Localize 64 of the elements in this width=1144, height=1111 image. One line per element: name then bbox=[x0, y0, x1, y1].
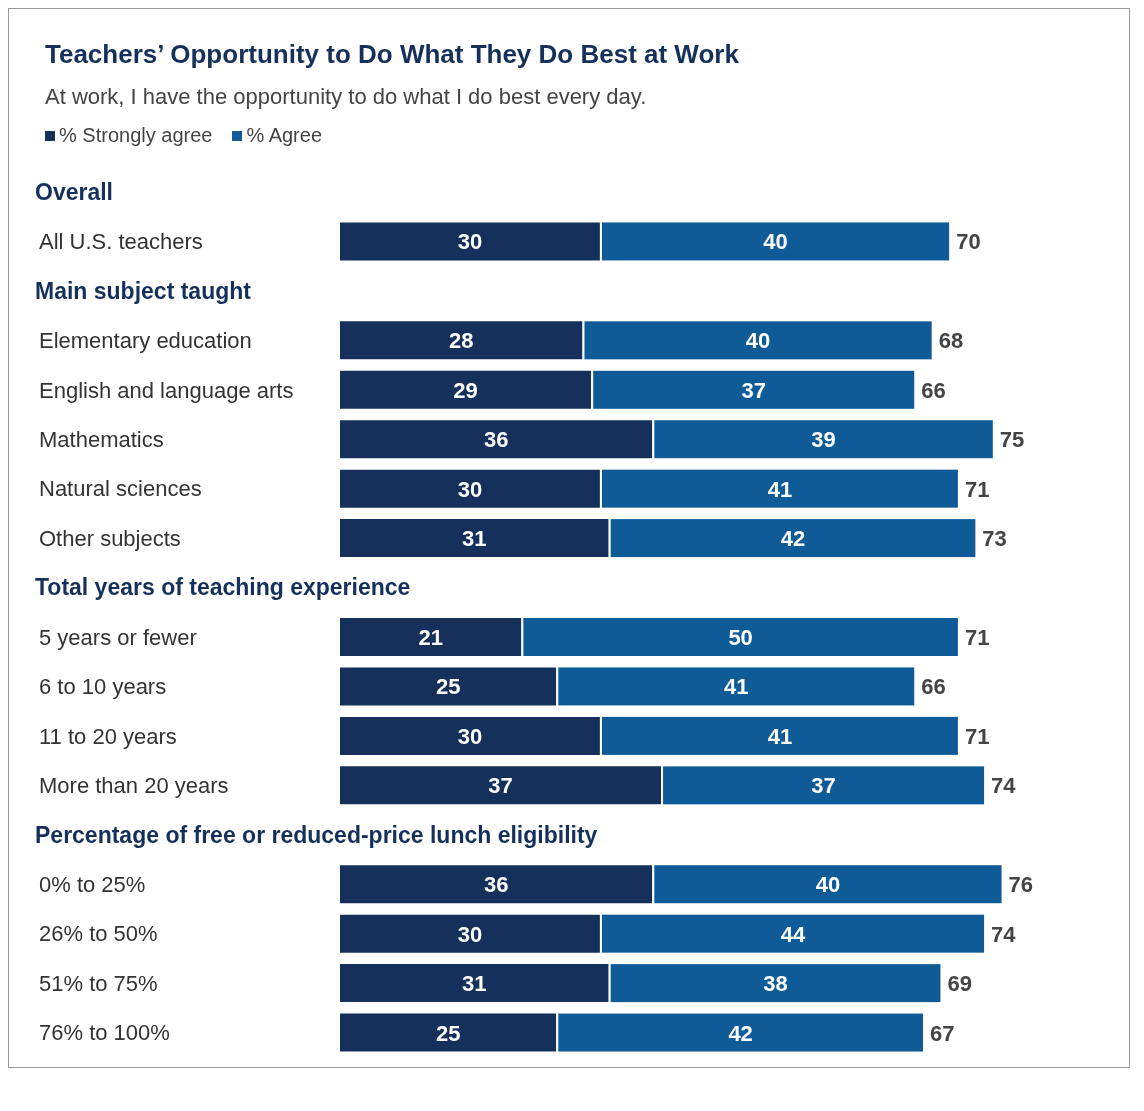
data-label: 40 bbox=[815, 872, 841, 898]
data-label: 30 bbox=[457, 723, 483, 749]
y-tick-label: 0% to 25% bbox=[39, 871, 146, 897]
y-tick-label: Total years of teaching experience bbox=[35, 574, 411, 601]
data-label: 42 bbox=[728, 1020, 753, 1046]
y-tick-label: Main subject taught bbox=[35, 277, 252, 304]
total-label: 69 bbox=[947, 971, 972, 997]
data-label: 37 bbox=[488, 773, 513, 799]
y-tick-label: Overall bbox=[35, 178, 113, 205]
y-tick-label: More than 20 years bbox=[39, 773, 229, 799]
data-label: 41 bbox=[767, 723, 793, 749]
data-label: 25 bbox=[435, 674, 461, 700]
data-label: 31 bbox=[462, 526, 487, 552]
total-label: 74 bbox=[991, 921, 1017, 947]
total-label: 76 bbox=[1008, 872, 1034, 898]
data-label: 41 bbox=[767, 476, 793, 502]
y-tick-label: All U.S. teachers bbox=[39, 229, 203, 255]
data-label: 36 bbox=[483, 872, 509, 898]
data-label: 39 bbox=[811, 427, 836, 453]
y-tick-label: Elementary education bbox=[39, 328, 252, 354]
total-label: 71 bbox=[964, 476, 990, 502]
data-label: 36 bbox=[483, 427, 509, 453]
data-label: 21 bbox=[418, 625, 443, 650]
data-label: 40 bbox=[763, 229, 788, 255]
data-label: 31 bbox=[462, 971, 487, 997]
data-label: 30 bbox=[457, 476, 483, 502]
data-label: 30 bbox=[457, 229, 483, 255]
total-label: 73 bbox=[982, 526, 1007, 552]
y-tick-label: 11 to 20 years bbox=[39, 723, 177, 749]
y-tick-label: Natural sciences bbox=[39, 476, 202, 502]
data-label: 30 bbox=[457, 921, 483, 947]
total-label: 66 bbox=[921, 674, 946, 700]
total-label: 67 bbox=[929, 1020, 955, 1046]
data-label: 28 bbox=[448, 328, 474, 354]
y-tick-label: Other subjects bbox=[39, 525, 181, 551]
legend-label: % Strongly agree bbox=[58, 124, 213, 147]
data-label: 50 bbox=[728, 625, 753, 650]
total-label: 68 bbox=[938, 328, 964, 354]
y-tick-label: 26% to 50% bbox=[39, 921, 158, 947]
total-label: 70 bbox=[956, 229, 981, 255]
data-label: 25 bbox=[435, 1020, 461, 1046]
y-tick-label: English and language arts bbox=[39, 377, 294, 403]
data-label: 37 bbox=[741, 377, 766, 403]
data-label: 42 bbox=[780, 526, 806, 552]
data-label: 38 bbox=[763, 971, 788, 997]
y-tick-label: 76% to 100% bbox=[39, 1020, 170, 1046]
total-label: 74 bbox=[991, 773, 1017, 799]
legend-label: % Agree bbox=[245, 124, 323, 147]
total-label: 71 bbox=[964, 723, 990, 749]
y-tick-label: 5 years or fewer bbox=[39, 624, 197, 650]
y-tick-label: 51% to 75% bbox=[39, 970, 158, 996]
data-label: 37 bbox=[811, 773, 836, 799]
total-label: 75 bbox=[999, 427, 1025, 453]
y-tick-label: 6 to 10 years bbox=[39, 674, 167, 700]
data-label: 44 bbox=[780, 921, 806, 947]
y-tick-label: Mathematics bbox=[39, 426, 164, 452]
chart-title: Teachers’ Opportunity to Do What They Do Best at Work bbox=[45, 39, 740, 70]
total-label: 71 bbox=[964, 625, 990, 650]
data-label: 29 bbox=[453, 377, 478, 403]
data-label: 40 bbox=[745, 328, 771, 354]
chart-subtitle: At work, I have the opportunity to do what I do best every day. bbox=[45, 84, 648, 110]
y-tick-label: Percentage of free or reduced-price lunch eligibility bbox=[35, 821, 598, 848]
data-label: 41 bbox=[724, 674, 749, 700]
total-label: 66 bbox=[921, 377, 946, 403]
